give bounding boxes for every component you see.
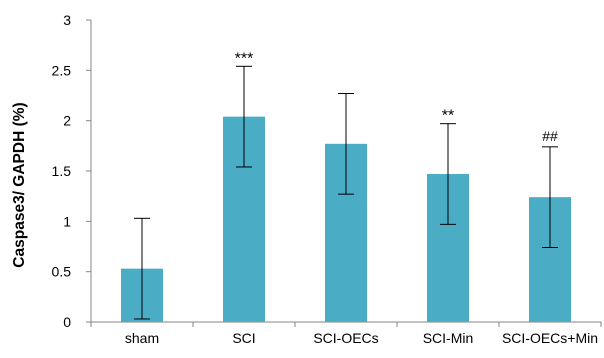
significance-label: ** [442,108,454,125]
y-tick-label: 2.5 [52,62,72,78]
x-tick-label: SCI-Min [423,330,474,346]
significance-label: *** [235,50,254,67]
x-tick-label: SCI [232,330,255,346]
y-tick-label: 1.5 [52,163,72,179]
y-axis-title: Caspase3/ GAPDH (%) [11,102,28,267]
y-tick-label: 0 [63,314,71,330]
x-tick-label: SCI-OECs [313,330,378,346]
x-tick-label: sham [125,330,159,346]
y-tick-label: 0.5 [52,264,72,280]
y-tick-label: 1 [63,213,71,229]
x-tick-label: SCI-OECs+Min [502,330,598,346]
y-tick-label: 2 [63,113,71,129]
y-tick-label: 3 [63,12,71,28]
significance-label: ## [542,128,558,144]
